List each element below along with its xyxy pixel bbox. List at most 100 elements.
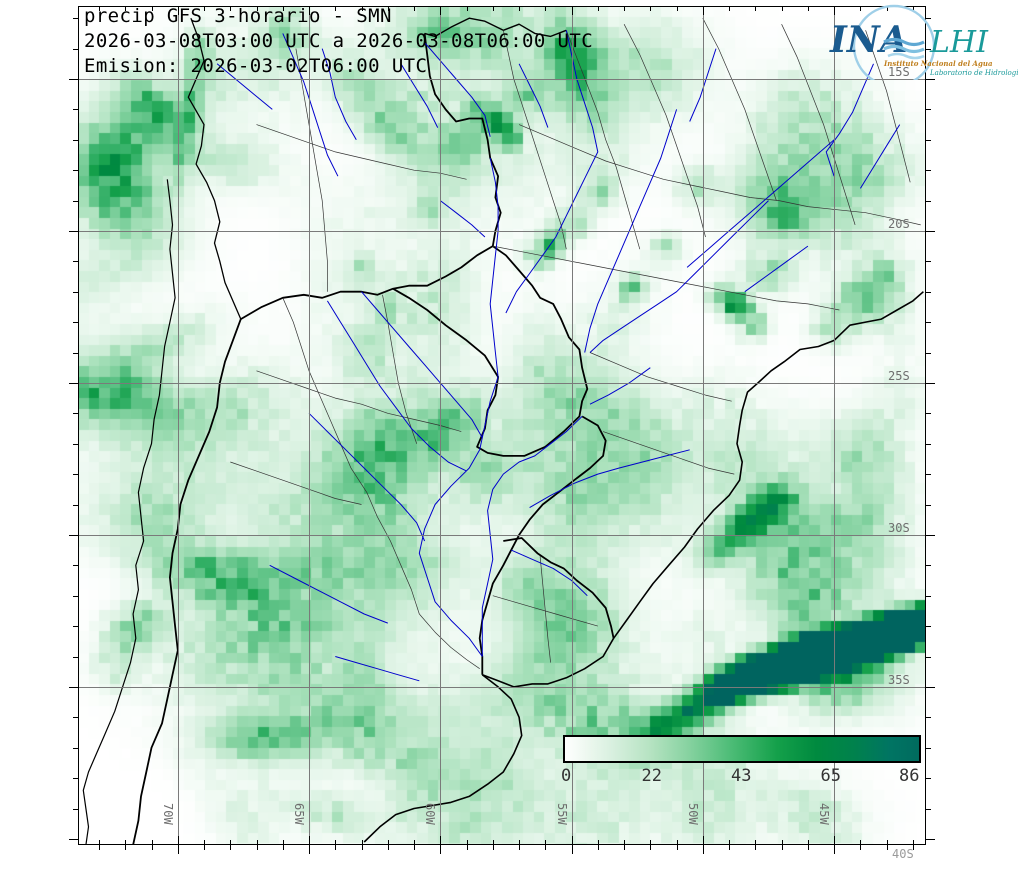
tick-right--29 — [926, 505, 931, 506]
tick-right--39 — [926, 809, 931, 810]
brazil-state-line-4 — [702, 18, 777, 201]
colorbar-label-43: 43 — [731, 766, 752, 786]
tick-bottom--71 — [152, 845, 153, 850]
tick-right--28 — [926, 474, 931, 475]
tick-bottom-in--59 — [467, 840, 468, 845]
tick-left--27 — [73, 444, 78, 445]
tick-left--33 — [73, 626, 78, 627]
tick-left--30 — [69, 535, 78, 536]
tick-left--28 — [73, 474, 78, 475]
tick-left--18 — [73, 170, 78, 171]
river-bermejo — [326, 300, 467, 472]
argentina-province-line-5 — [350, 467, 420, 615]
gridline-lat-15S — [78, 79, 926, 80]
tick-right--34 — [926, 657, 931, 658]
tick-right--21 — [926, 261, 931, 262]
tick-bottom--66 — [283, 845, 284, 850]
tick-bottom-in--62 — [388, 840, 389, 845]
tick-bottom--67 — [257, 845, 258, 850]
river-tercero — [269, 564, 388, 624]
tick-bottom-in--58 — [493, 840, 494, 845]
tick-top--63 — [362, 6, 363, 11]
tick-right--14 — [926, 49, 931, 50]
tick-bottom--69 — [204, 845, 205, 850]
tick-left--17 — [73, 140, 78, 141]
tick-top--70 — [178, 6, 179, 15]
river-beni — [282, 33, 339, 177]
tick-right--32 — [926, 596, 931, 597]
tick-top--59 — [467, 6, 468, 11]
tick-top--53 — [624, 6, 625, 11]
border-bolivia-west — [187, 17, 242, 320]
river-pilcomayo — [361, 291, 483, 438]
tick-right--17 — [926, 140, 931, 141]
tick-top--62 — [388, 6, 389, 11]
brazil-state-line-8 — [589, 352, 732, 402]
tick-bottom--68 — [230, 845, 231, 850]
tick-bottom-in--47 — [782, 840, 783, 845]
tick-bottom-in--54 — [598, 840, 599, 845]
tick-left--19 — [73, 201, 78, 202]
river-araguaia-branch — [689, 48, 717, 122]
tick-bottom-in--69 — [204, 840, 205, 845]
corner-label-40s: 40S — [892, 847, 914, 861]
tick-top--45 — [834, 6, 835, 15]
lat-label-30S: 30S — [888, 520, 910, 535]
colorbar-label-86: 86 — [899, 766, 920, 786]
tick-bottom--70 — [178, 845, 179, 854]
tick-bottom-in--63 — [362, 840, 363, 845]
argentina-province-line-1 — [282, 297, 352, 469]
tick-left--38 — [73, 778, 78, 779]
logo-wave-top — [883, 37, 925, 47]
tick-left--20 — [69, 231, 78, 232]
tick-top--57 — [519, 6, 520, 11]
colorbar-legend[interactable]: 0 22 43 65 86 — [561, 735, 921, 786]
tick-bottom-in--67 — [257, 840, 258, 845]
tick-right--16 — [926, 109, 931, 110]
tick-bottom-in--64 — [335, 840, 336, 845]
coastline-argentina-atlantic — [363, 674, 523, 843]
border-uruguay-brazil — [503, 537, 615, 639]
lon-label-50W: 50W — [685, 803, 700, 825]
colorbar-label-22: 22 — [641, 766, 662, 786]
tick-top--54 — [598, 6, 599, 11]
tick-bottom--58 — [493, 845, 494, 850]
tick-top--44 — [860, 6, 861, 11]
tick-bottom-in--42 — [913, 840, 914, 845]
tick-right--33 — [926, 626, 931, 627]
river-parana-upper — [584, 109, 678, 353]
lon-label-70W: 70W — [160, 803, 175, 825]
tick-right--18 — [926, 170, 931, 171]
gridline-lon-45W — [834, 6, 835, 845]
map-plot-area[interactable] — [78, 6, 926, 845]
river-cuiaba — [518, 63, 549, 128]
tick-right--25 — [926, 383, 935, 384]
river-mamore — [321, 48, 357, 141]
tick-bottom-in--61 — [414, 840, 415, 845]
tick-top--61 — [414, 6, 415, 11]
tick-left--22 — [73, 292, 78, 293]
tick-bottom-in--60 — [440, 836, 441, 845]
river-uruguay — [481, 416, 583, 657]
tick-bottom--44 — [860, 845, 861, 850]
river-salado-south — [335, 656, 420, 682]
tick-top--55 — [572, 6, 573, 15]
river-paraguay-parana — [418, 157, 499, 657]
gridline-lon-65W — [309, 6, 310, 845]
tick-top--65 — [309, 6, 310, 15]
tick-bottom-in--66 — [283, 840, 284, 845]
tick-bottom-in--55 — [572, 836, 573, 845]
tick-top--56 — [545, 6, 546, 11]
bolivia-dept-line-2 — [295, 48, 328, 292]
tick-left--32 — [73, 596, 78, 597]
tick-top--66 — [283, 6, 284, 11]
logo-lhi-text: LHI — [929, 25, 989, 60]
lon-label-45W: 45W — [817, 803, 832, 825]
geographic-boundaries-layer — [82, 17, 924, 845]
tick-bottom--65 — [309, 845, 310, 854]
gridline-lon-60W — [440, 6, 441, 845]
tick-right--27 — [926, 444, 931, 445]
tick-bottom--72 — [125, 845, 126, 850]
tick-left--34 — [73, 657, 78, 658]
